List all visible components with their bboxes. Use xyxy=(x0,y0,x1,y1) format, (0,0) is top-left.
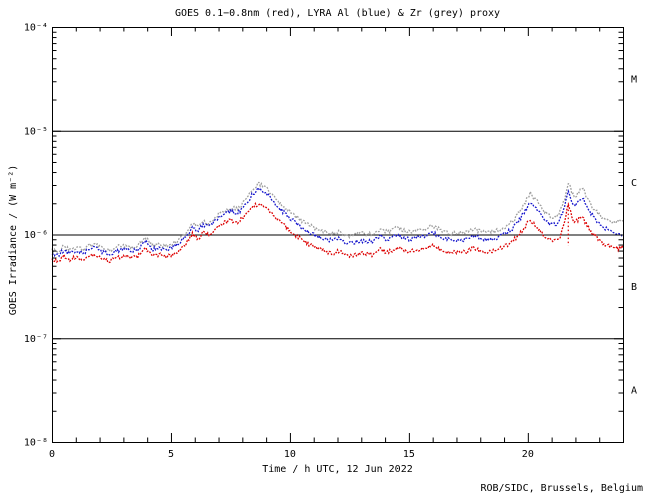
y-axis-ticks: 10⁻⁴ 10⁻⁵ 10⁻⁶ 10⁻⁷ 10⁻⁸ xyxy=(24,23,623,449)
flare-class-label-M: M xyxy=(631,74,637,85)
y-tick-label: 10⁻⁴ xyxy=(24,23,48,34)
class-boundary-lines xyxy=(52,130,623,340)
x-tick-label: 15 xyxy=(403,449,415,460)
flare-class-label-C: C xyxy=(631,178,637,189)
x-tick-label: 20 xyxy=(522,449,534,460)
flare-class-labels: M C B A xyxy=(631,74,637,396)
x-tick-label: 10 xyxy=(284,449,296,460)
x-axis-label: Time / h UTC, 12 Jun 2022 xyxy=(262,464,413,475)
series-red-curve xyxy=(51,201,624,264)
series-blue-curve xyxy=(51,186,624,258)
y-tick-label: 10⁻⁶ xyxy=(24,230,48,241)
x-axis-ticks: 0 5 10 15 20 xyxy=(49,27,624,460)
flare-class-label-B: B xyxy=(631,282,637,293)
y-tick-label: 10⁻⁷ xyxy=(24,334,48,345)
y-tick-label: 10⁻⁵ xyxy=(24,126,48,137)
x-tick-label: 5 xyxy=(168,449,174,460)
x-tick-label: 0 xyxy=(49,449,55,460)
chart-title: GOES 0.1−0.8nm (red), LYRA Al (blue) & Z… xyxy=(174,8,501,19)
series-grey-curve xyxy=(51,181,624,254)
y-tick-label: 10⁻⁸ xyxy=(24,438,48,449)
flare-class-label-A: A xyxy=(631,386,637,397)
credit-text: ROB/SIDC, Brussels, Belgium xyxy=(480,483,643,494)
